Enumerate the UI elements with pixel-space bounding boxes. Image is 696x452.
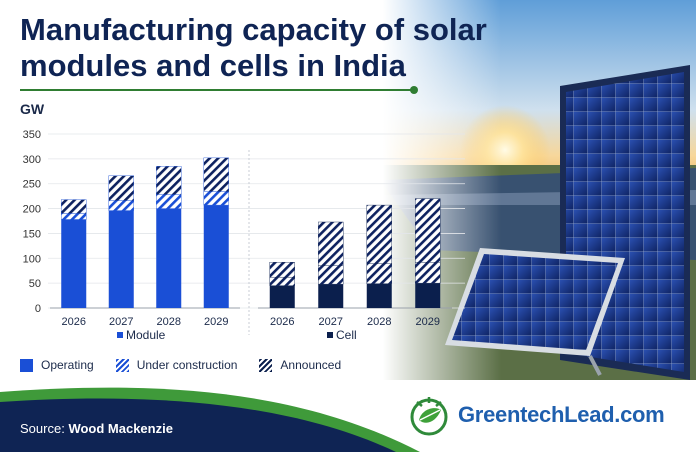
bar-module-2029-under-construction [203,191,229,206]
panel-marker-module [117,332,123,338]
legend-swatch-under-construction [115,358,129,372]
x-tick-label-cell-2027: 2027 [319,316,343,328]
bar-cell-2028-under-construction [366,263,392,284]
bar-module-2027-announced [108,175,134,201]
x-tick-label-cell-2026: 2026 [270,316,294,328]
bar-cell-2027-announced [318,221,344,266]
legend-label-operating: Operating [41,358,94,372]
bar-module-2029-operating [203,205,229,308]
x-tick-label-cell-2029: 2029 [416,316,440,328]
x-tick-label-module-2028: 2028 [157,316,181,328]
y-tick-label-0: 0 [35,303,41,315]
bar-module-2026-operating [61,219,87,308]
bar-cell-2026-under-construction [269,276,295,286]
brand-name: GreentechLead.com [458,402,665,427]
bar-cell-2028-operating [366,283,392,308]
source-value: Wood Mackenzie [68,421,173,436]
legend-item-under-construction: Under construction [115,358,238,372]
bar-cell-2026-announced [269,262,295,278]
bar-cell-2026-operating [269,285,295,308]
x-tick-label-module-2026: 2026 [62,316,86,328]
y-tick-label-50: 50 [29,278,41,290]
bar-cell-2028-announced [366,204,392,264]
bar-module-2026-announced [61,199,87,214]
bar-module-2029-announced [203,157,229,192]
bar-cell-2027-under-construction [318,265,344,285]
bar-cell-2029-announced [415,198,441,263]
legend-item-announced: Announced [259,358,341,372]
panel-label-cell: Cell [336,328,357,342]
footer-banner [0,387,420,452]
title-underline [20,89,413,91]
capacity-chart: 0 50 100 150 200 250 300 350 2026 2027 2028 2029 Mod… [23,129,465,342]
y-tick-label-100: 100 [23,253,41,265]
source-credit: Source: Wood Mackenzie [20,421,173,436]
title-underline-dot [410,86,418,94]
bar-module-2027-operating [108,210,134,308]
x-tick-label-cell-2028: 2028 [367,316,391,328]
bar-cell-2027-operating [318,284,344,308]
y-tick-label-250: 250 [23,179,41,191]
chart-legend: Operating Under construction Announced [20,358,341,372]
bar-module-2028-operating [156,208,182,308]
bar-module-2026-under-construction [61,213,87,220]
legend-swatch-announced [259,358,273,372]
chart-title: Manufacturing capacity of solar modules … [20,12,487,83]
legend-swatch-operating [20,358,33,372]
y-tick-label-150: 150 [23,228,41,240]
source-label: Source: [20,421,65,436]
legend-label-under-construction: Under construction [136,358,238,372]
brand-logo[interactable]: GreentechLead.com [408,394,665,436]
leaf-globe-icon [410,397,448,436]
panel-marker-cell [327,332,333,338]
legend-label-announced: Announced [280,358,342,372]
y-tick-label-200: 200 [23,204,41,216]
bar-module-2028-announced [156,166,182,195]
legend-item-operating: Operating [20,358,94,372]
x-tick-label-module-2027: 2027 [109,316,133,328]
y-tick-label-300: 300 [23,154,41,166]
y-tick-label-350: 350 [23,129,41,141]
bar-cell-2029-under-construction [415,262,441,284]
x-tick-label-module-2029: 2029 [204,316,228,328]
bar-module-2027-under-construction [108,200,134,211]
panel-label-module: Module [126,328,166,342]
y-axis-unit-label: GW [20,101,45,117]
bar-cell-2029-operating [415,283,441,308]
bar-module-2028-under-construction [156,194,182,209]
